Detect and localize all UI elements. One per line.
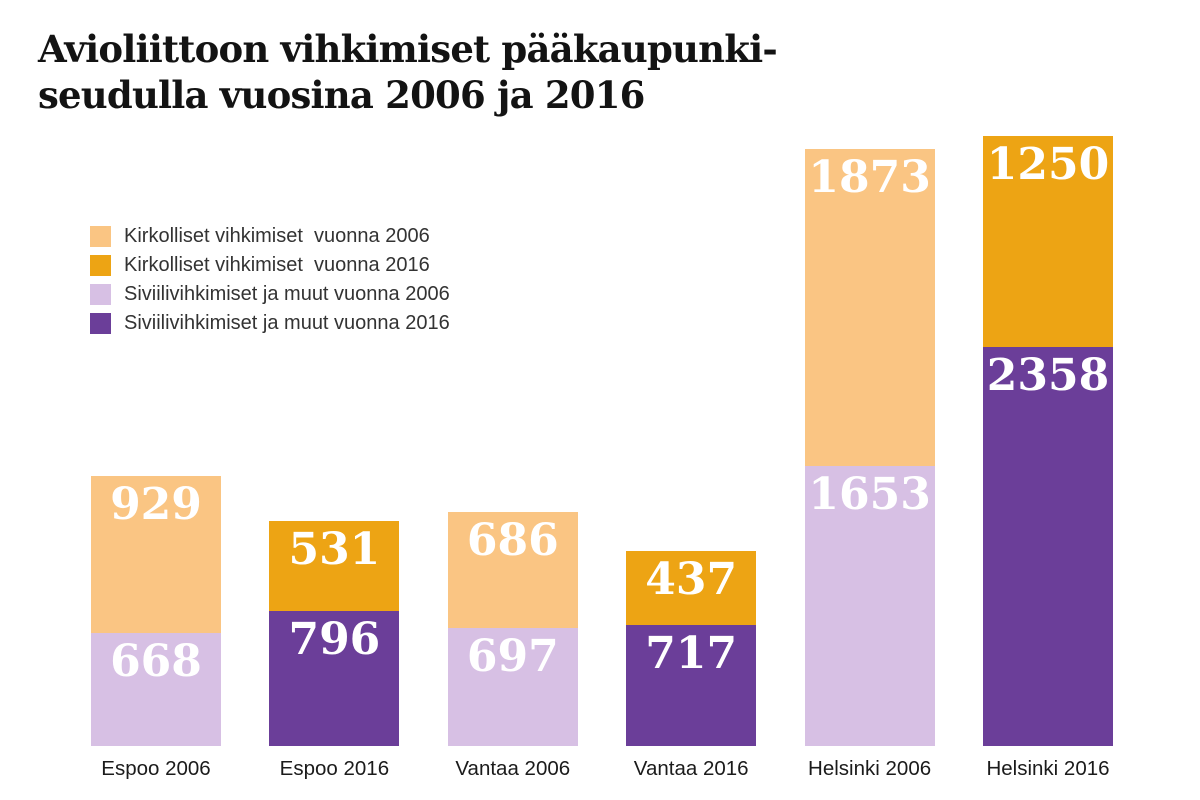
bar-value-label-church-vantaa-2016: 437 <box>645 554 738 605</box>
bar-value-label-civil-vantaa-2006: 697 <box>466 631 559 682</box>
bar-vantaa-2006: 686 697 Vantaa 2006 <box>447 512 578 780</box>
legend-swatch-civil-2006 <box>90 284 111 305</box>
bar-helsinki-2016: 1250 2358 Helsinki 2016 <box>983 136 1113 780</box>
x-axis-label-espoo-2016: Espoo 2016 <box>279 757 390 780</box>
x-axis-label-vantaa-2016: Vantaa 2016 <box>633 757 749 780</box>
bar-helsinki-2006: 1873 1653 Helsinki 2006 <box>804 149 935 780</box>
x-axis-label-helsinki-2016: Helsinki 2016 <box>986 757 1110 780</box>
bar-value-label-civil-espoo-2006: 668 <box>110 636 202 687</box>
legend-label: Siviilivihkimiset ja muut vuonna 2016 <box>124 312 450 334</box>
bar-segment-church-helsinki-2006: 1873 <box>804 149 935 466</box>
bar-value-label-church-espoo-2016: 531 <box>288 524 381 575</box>
x-axis-label-vantaa-2006: Vantaa 2006 <box>455 757 571 780</box>
legend-item-church-2016: Kirkolliset vihkimiset vuonna 2016 <box>90 251 450 280</box>
bar-segment-church-vantaa-2006: 686 <box>447 512 578 628</box>
legend-label: Siviilivihkimiset ja muut vuonna 2006 <box>124 283 450 305</box>
bar-segment-civil-espoo-2006: 668 <box>91 633 221 746</box>
bar-value-label-church-helsinki-2006: 1873 <box>808 152 931 203</box>
bar-vantaa-2016: 437 717 Vantaa 2016 <box>626 551 757 780</box>
bar-espoo-2006: 929 668 Espoo 2006 <box>91 476 221 780</box>
chart-title-line1: Avioliittoon vihkimiset pääkaupunki- <box>38 27 778 71</box>
legend-item-civil-2016: Siviilivihkimiset ja muut vuonna 2016 <box>90 309 450 338</box>
legend-swatch-church-2006 <box>90 226 111 247</box>
bar-segment-civil-helsinki-2016: 2358 <box>983 347 1113 746</box>
legend: Kirkolliset vihkimiset vuonna 2006 Kirko… <box>90 222 450 338</box>
bar-value-label-church-espoo-2006: 929 <box>110 479 202 530</box>
legend-label: Kirkolliset vihkimiset vuonna 2006 <box>124 225 430 247</box>
bar-segment-church-espoo-2016: 531 <box>269 521 400 611</box>
bar-segment-civil-vantaa-2006: 697 <box>447 628 578 746</box>
chart-title-line2: seudulla vuosina 2006 ja 2016 <box>38 73 645 117</box>
bar-segment-church-vantaa-2016: 437 <box>626 551 757 625</box>
bar-value-label-church-helsinki-2016: 1250 <box>986 139 1110 190</box>
bar-segment-civil-espoo-2016: 796 <box>269 611 400 746</box>
bar-segment-civil-helsinki-2006: 1653 <box>804 466 935 746</box>
bar-segment-civil-vantaa-2016: 717 <box>626 625 757 746</box>
x-axis-label-helsinki-2006: Helsinki 2006 <box>808 757 932 780</box>
chart-title: Avioliittoon vihkimiset pääkaupunki-seud… <box>38 26 778 118</box>
legend-swatch-church-2016 <box>90 255 111 276</box>
bar-value-label-church-vantaa-2006: 686 <box>466 515 559 566</box>
bar-segment-church-espoo-2006: 929 <box>91 476 221 633</box>
legend-swatch-civil-2016 <box>90 313 111 334</box>
bar-segment-church-helsinki-2016: 1250 <box>983 136 1113 347</box>
bar-value-label-civil-vantaa-2016: 717 <box>645 628 738 679</box>
legend-label: Kirkolliset vihkimiset vuonna 2016 <box>124 254 430 276</box>
bar-value-label-civil-espoo-2016: 796 <box>288 614 381 665</box>
x-axis-label-espoo-2006: Espoo 2006 <box>101 757 211 780</box>
bar-value-label-civil-helsinki-2016: 2358 <box>986 350 1110 401</box>
legend-item-church-2006: Kirkolliset vihkimiset vuonna 2006 <box>90 222 450 251</box>
legend-item-civil-2006: Siviilivihkimiset ja muut vuonna 2006 <box>90 280 450 309</box>
bar-espoo-2016: 531 796 Espoo 2016 <box>269 521 400 780</box>
bar-value-label-civil-helsinki-2006: 1653 <box>808 469 931 520</box>
